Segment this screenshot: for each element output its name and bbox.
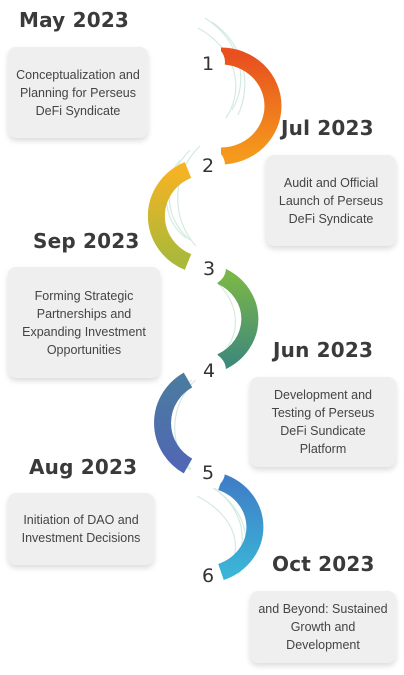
step-number-3: 3 <box>202 258 216 280</box>
milestone-card-5: Initiation of DAO and Investment Decisio… <box>8 493 154 565</box>
milestone-date-4: Jun 2023 <box>273 338 374 362</box>
milestone-date-2: Jul 2023 <box>281 116 374 140</box>
milestone-date-1: May 2023 <box>19 8 130 32</box>
milestone-card-6: and Beyond: Sustained Growth and Develop… <box>250 591 396 663</box>
milestone-card-3: Forming Strategic Partnerships and Expan… <box>8 267 160 378</box>
milestone-date-5: Aug 2023 <box>29 455 138 479</box>
milestone-date-3: Sep 2023 <box>33 229 140 253</box>
step-number-4: 4 <box>202 360 216 382</box>
milestone-card-1: Conceptualization and Planning for Perse… <box>8 47 148 138</box>
step-number-1: 1 <box>201 53 215 75</box>
milestone-card-4: Development and Testing of Perseus DeFi … <box>250 377 396 467</box>
segment-1 <box>220 47 282 165</box>
milestone-date-6: Oct 2023 <box>272 552 375 576</box>
segment-3 <box>217 268 259 370</box>
segment-4 <box>154 372 193 474</box>
step-number-5: 5 <box>201 462 215 484</box>
milestone-card-2: Audit and Official Launch of Perseus DeF… <box>266 155 396 246</box>
node-circles <box>191 45 226 489</box>
step-number-6: 6 <box>201 565 215 587</box>
segment-2 <box>147 162 192 270</box>
step-number-2: 2 <box>201 155 215 177</box>
segment-5 <box>217 473 264 581</box>
